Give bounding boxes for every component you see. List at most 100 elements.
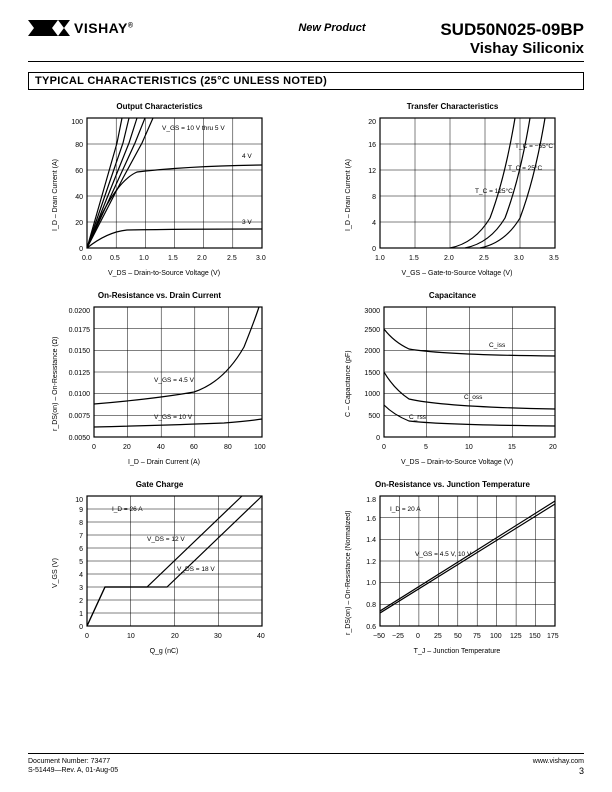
- chart-svg: I_D = 20 A V_GS = 4.5 V, 10 V −50 −25 0 …: [352, 491, 562, 646]
- svg-text:2000: 2000: [364, 348, 380, 355]
- svg-text:0.5: 0.5: [110, 255, 120, 262]
- chart-title: On-Resistance vs. Junction Temperature: [375, 480, 530, 489]
- y-axis-label: C – Capacitance (pF): [343, 302, 352, 466]
- svg-text:0.8: 0.8: [366, 602, 376, 609]
- svg-text:1.8: 1.8: [366, 497, 376, 504]
- revision: S-51449—Rev. A, 01-Aug-05: [28, 766, 118, 775]
- charts-grid: Output Characteristics I_D – Drain Curre…: [28, 102, 584, 655]
- svg-text:0.0075: 0.0075: [69, 413, 91, 420]
- svg-text:C_rss: C_rss: [409, 414, 427, 421]
- svg-text:3 V: 3 V: [242, 219, 252, 226]
- svg-text:5: 5: [79, 559, 83, 566]
- svg-text:1.5: 1.5: [168, 255, 178, 262]
- svg-text:C_oss: C_oss: [464, 394, 483, 401]
- svg-text:40: 40: [75, 194, 83, 201]
- svg-text:3: 3: [79, 585, 83, 592]
- y-axis-label: I_D – Drain Current (A): [50, 113, 59, 277]
- svg-text:2.5: 2.5: [227, 255, 237, 262]
- svg-text:10: 10: [127, 633, 135, 640]
- chart-title: Capacitance: [429, 291, 476, 300]
- svg-text:−50: −50: [373, 633, 385, 640]
- svg-text:60: 60: [75, 168, 83, 175]
- y-axis-label: r_DS(on) – On-Resistance (Ω): [50, 302, 59, 466]
- svg-text:80: 80: [224, 444, 232, 451]
- svg-text:0: 0: [376, 435, 380, 442]
- chart-title: Output Characteristics: [116, 102, 202, 111]
- chart-svg: V_GS = 4.5 V V_GS = 10 V 0 20 40 60 80 1…: [59, 302, 269, 457]
- svg-text:20: 20: [368, 119, 376, 126]
- svg-text:T_C = −55°C: T_C = −55°C: [515, 142, 553, 150]
- svg-text:50: 50: [454, 633, 462, 640]
- x-axis-label: V_DS – Drain-to-Source Voltage (V): [352, 459, 562, 466]
- svg-text:T_C = 125°C: T_C = 125°C: [475, 187, 513, 195]
- svg-text:0.0175: 0.0175: [69, 327, 91, 334]
- brand-name: Vishay Siliconix: [440, 40, 584, 57]
- svg-text:25: 25: [434, 633, 442, 640]
- svg-text:0.0100: 0.0100: [69, 391, 91, 398]
- svg-text:1.4: 1.4: [366, 537, 376, 544]
- svg-text:V_GS = 10 V: V_GS = 10 V: [154, 414, 193, 421]
- svg-text:0.0: 0.0: [82, 255, 92, 262]
- svg-text:T_C = 25°C: T_C = 25°C: [508, 164, 543, 172]
- svg-text:1.0: 1.0: [366, 580, 376, 587]
- svg-text:75: 75: [473, 633, 481, 640]
- chart-title: Transfer Characteristics: [407, 102, 499, 111]
- svg-text:40: 40: [257, 633, 265, 640]
- svg-text:15: 15: [508, 444, 516, 451]
- svg-text:V_GS = 4.5 V: V_GS = 4.5 V: [154, 377, 195, 384]
- chart-title: On-Resistance vs. Drain Current: [98, 291, 221, 300]
- svg-text:3000: 3000: [364, 308, 380, 315]
- x-axis-label: T_J – Junction Temperature: [352, 648, 562, 655]
- svg-text:1000: 1000: [364, 391, 380, 398]
- footer: Document Number: 73477 S-51449—Rev. A, 0…: [28, 753, 584, 778]
- svg-text:4: 4: [372, 220, 376, 227]
- svg-text:500: 500: [368, 413, 380, 420]
- new-product-label: New Product: [298, 22, 365, 34]
- page-number: 3: [533, 766, 584, 778]
- svg-text:0: 0: [85, 633, 89, 640]
- svg-text:0.6: 0.6: [366, 624, 376, 631]
- svg-text:C_iss: C_iss: [489, 342, 506, 349]
- chart-gate-charge: Gate Charge V_GS (V) I_D = 26 A V_DS = 1…: [28, 480, 291, 655]
- doc-number: Document Number: 73477: [28, 757, 118, 766]
- svg-text:20: 20: [75, 220, 83, 227]
- y-axis-label: I_D – Drain Current (A): [343, 113, 352, 277]
- svg-text:0.0150: 0.0150: [69, 348, 91, 355]
- svg-text:0.0125: 0.0125: [69, 370, 91, 377]
- svg-text:7: 7: [79, 533, 83, 540]
- svg-text:8: 8: [372, 194, 376, 201]
- svg-text:100: 100: [490, 633, 502, 640]
- svg-text:1: 1: [79, 611, 83, 618]
- chart-transfer: Transfer Characteristics I_D – Drain Cur…: [321, 102, 584, 277]
- svg-text:V_DS = 12 V: V_DS = 12 V: [147, 536, 185, 543]
- header: VISHAY® New Product SUD50N025-09BP Visha…: [28, 20, 584, 62]
- title-block: SUD50N025-09BP Vishay Siliconix: [440, 20, 584, 57]
- svg-text:1.0: 1.0: [139, 255, 149, 262]
- svg-text:150: 150: [529, 633, 541, 640]
- svg-text:0: 0: [416, 633, 420, 640]
- footer-url: www.vishay.com: [533, 757, 584, 766]
- svg-text:2.0: 2.0: [444, 255, 454, 262]
- svg-text:2: 2: [79, 598, 83, 605]
- section-title-bar: TYPICAL CHARACTERISTICS (25°C UNLESS NOT…: [28, 72, 584, 90]
- svg-text:20: 20: [549, 444, 557, 451]
- svg-text:30: 30: [214, 633, 222, 640]
- y-axis-label: r_DS(on) – On-Resistance (Normalized): [343, 491, 352, 655]
- svg-text:4: 4: [79, 572, 83, 579]
- svg-text:2.5: 2.5: [479, 255, 489, 262]
- chart-onres-id: On-Resistance vs. Drain Current r_DS(on)…: [28, 291, 291, 466]
- x-axis-label: Q_g (nC): [59, 648, 269, 655]
- svg-text:I_D = 26 A: I_D = 26 A: [112, 506, 143, 513]
- svg-text:V_GS = 4.5 V, 10 V: V_GS = 4.5 V, 10 V: [415, 551, 472, 558]
- vishay-logo-icon: [28, 20, 70, 36]
- chart-onres-tj: On-Resistance vs. Junction Temperature r…: [321, 480, 584, 655]
- svg-text:10: 10: [465, 444, 473, 451]
- svg-text:125: 125: [510, 633, 522, 640]
- svg-text:20: 20: [123, 444, 131, 451]
- svg-text:100: 100: [254, 444, 266, 451]
- logo-block: VISHAY®: [28, 20, 134, 36]
- svg-text:3.5: 3.5: [549, 255, 559, 262]
- chart-svg: T_C = −55°C T_C = 25°C T_C = 125°C 1.0 1…: [352, 113, 562, 268]
- svg-text:60: 60: [190, 444, 198, 451]
- svg-text:0: 0: [372, 246, 376, 253]
